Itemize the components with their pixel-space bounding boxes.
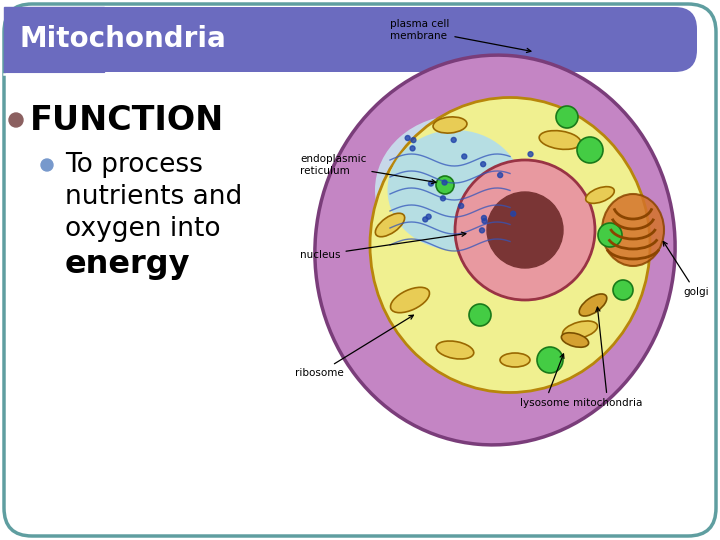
Text: energy: energy xyxy=(65,249,191,280)
Text: lysosome: lysosome xyxy=(520,354,570,408)
Circle shape xyxy=(598,223,622,247)
Ellipse shape xyxy=(315,55,675,445)
Ellipse shape xyxy=(539,131,581,150)
Text: oxygen into: oxygen into xyxy=(65,216,220,242)
Circle shape xyxy=(405,136,410,140)
Circle shape xyxy=(436,176,454,194)
Ellipse shape xyxy=(375,115,545,265)
Ellipse shape xyxy=(500,353,530,367)
Circle shape xyxy=(528,152,533,157)
Text: golgi: golgi xyxy=(663,241,708,297)
Circle shape xyxy=(455,160,595,300)
Ellipse shape xyxy=(390,287,430,313)
Text: FUNCTION: FUNCTION xyxy=(30,104,224,137)
Circle shape xyxy=(41,159,53,171)
Circle shape xyxy=(423,217,428,222)
Ellipse shape xyxy=(375,213,405,237)
Circle shape xyxy=(462,154,467,159)
Circle shape xyxy=(9,113,23,127)
Circle shape xyxy=(498,173,503,178)
Ellipse shape xyxy=(562,333,589,347)
Ellipse shape xyxy=(387,130,523,250)
Ellipse shape xyxy=(602,194,664,266)
Circle shape xyxy=(459,204,464,208)
Circle shape xyxy=(481,161,486,167)
Text: endoplasmic
reticulum: endoplasmic reticulum xyxy=(300,154,436,184)
Text: Mitochondria: Mitochondria xyxy=(20,25,227,53)
Circle shape xyxy=(426,214,431,219)
Circle shape xyxy=(480,228,485,233)
Circle shape xyxy=(442,180,447,185)
Text: To process: To process xyxy=(65,152,203,178)
Ellipse shape xyxy=(433,117,467,133)
Circle shape xyxy=(537,347,563,373)
Circle shape xyxy=(487,192,563,268)
Circle shape xyxy=(428,181,433,186)
Circle shape xyxy=(613,280,633,300)
Circle shape xyxy=(410,146,415,151)
Circle shape xyxy=(411,138,416,143)
FancyBboxPatch shape xyxy=(4,4,716,536)
Circle shape xyxy=(556,106,578,128)
Circle shape xyxy=(441,196,446,201)
Circle shape xyxy=(577,137,603,163)
Circle shape xyxy=(482,219,487,224)
Ellipse shape xyxy=(370,98,650,393)
Text: nutrients and: nutrients and xyxy=(65,184,242,210)
Text: plasma cell
membrane: plasma cell membrane xyxy=(390,19,531,52)
Text: ribosome: ribosome xyxy=(295,315,413,378)
FancyBboxPatch shape xyxy=(4,7,697,72)
Bar xyxy=(4,7,104,72)
Text: nucleus: nucleus xyxy=(300,232,466,260)
Ellipse shape xyxy=(579,294,607,316)
Circle shape xyxy=(482,215,487,220)
Ellipse shape xyxy=(585,187,614,204)
Ellipse shape xyxy=(436,341,474,359)
Ellipse shape xyxy=(562,321,598,339)
Circle shape xyxy=(510,211,516,216)
Text: mitochondria: mitochondria xyxy=(573,307,642,408)
Circle shape xyxy=(469,304,491,326)
Circle shape xyxy=(451,137,456,143)
